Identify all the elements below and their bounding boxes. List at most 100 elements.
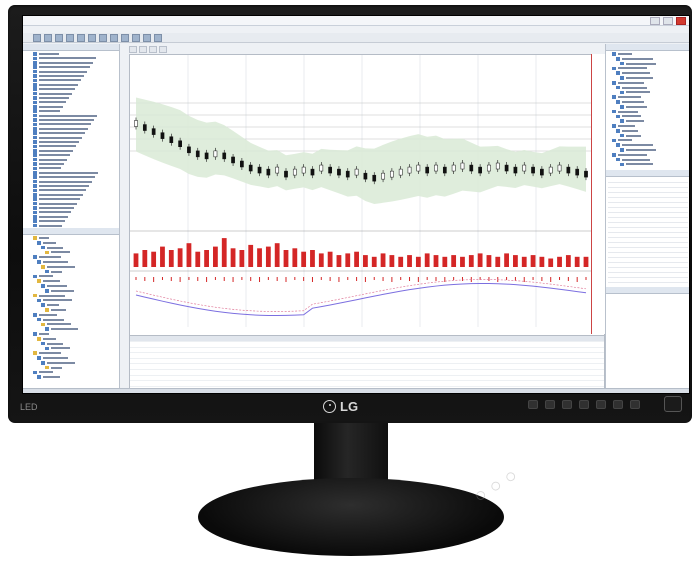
monitor-control-button[interactable] <box>579 400 589 409</box>
workspace-item[interactable] <box>620 148 656 152</box>
explorer-item[interactable] <box>45 269 62 274</box>
explorer-item[interactable] <box>37 375 60 379</box>
maximize-icon[interactable] <box>663 17 673 25</box>
workspace-item[interactable] <box>620 76 653 80</box>
table-row[interactable] <box>130 370 604 376</box>
workspace-item[interactable] <box>616 57 653 61</box>
explorer-item[interactable] <box>37 317 64 322</box>
explorer-item[interactable] <box>41 303 59 307</box>
tree-item[interactable] <box>33 74 84 78</box>
tree-item[interactable] <box>33 65 90 69</box>
minimize-icon[interactable] <box>650 17 660 25</box>
explorer-item[interactable] <box>37 279 60 283</box>
property-row[interactable] <box>608 263 688 268</box>
property-row[interactable] <box>608 183 688 188</box>
property-row[interactable] <box>608 258 688 263</box>
toolbar-button[interactable] <box>66 33 74 42</box>
tree-item[interactable] <box>33 219 65 223</box>
toolbar-button[interactable] <box>154 33 162 42</box>
explorer-item[interactable] <box>41 245 63 250</box>
workspace-item[interactable] <box>616 71 650 75</box>
explorer-item[interactable] <box>33 313 57 317</box>
toolbar-button[interactable] <box>110 33 118 42</box>
table-row[interactable] <box>130 375 604 382</box>
table-row[interactable] <box>130 381 604 387</box>
workspace-item[interactable] <box>612 138 632 143</box>
explorer-item[interactable] <box>41 284 67 288</box>
workspace-item[interactable] <box>616 85 647 90</box>
explorer-item[interactable] <box>37 337 56 341</box>
workspace-item[interactable] <box>616 100 644 104</box>
tree-item[interactable] <box>33 197 80 201</box>
workspace-item[interactable] <box>612 153 647 157</box>
workspace-item[interactable] <box>620 61 656 66</box>
tree-item[interactable] <box>33 193 83 197</box>
workspace-item[interactable] <box>620 119 644 123</box>
explorer-item[interactable] <box>45 289 74 293</box>
chart-tab[interactable] <box>149 46 157 53</box>
workspace-item[interactable] <box>620 105 647 109</box>
toolbar-button[interactable] <box>121 33 129 42</box>
tree-item[interactable] <box>33 87 75 91</box>
chart-tab[interactable] <box>139 46 147 53</box>
workspace-item[interactable] <box>612 124 635 128</box>
property-row[interactable] <box>608 193 688 198</box>
tree-item[interactable] <box>33 113 97 118</box>
workspace-item[interactable] <box>612 66 647 71</box>
property-row[interactable] <box>608 208 688 213</box>
tree-item[interactable] <box>33 52 59 56</box>
tree-item[interactable] <box>33 144 76 149</box>
toolbar-button[interactable] <box>132 33 140 42</box>
workspace-item[interactable] <box>612 95 641 99</box>
workspace-item[interactable] <box>616 143 653 147</box>
tree-item[interactable] <box>33 149 73 153</box>
explorer-item[interactable] <box>45 250 70 255</box>
chart-tab[interactable] <box>129 46 137 53</box>
explorer-item[interactable] <box>33 351 61 355</box>
property-row[interactable] <box>608 273 688 278</box>
workspace-item[interactable] <box>612 52 632 56</box>
tree-item[interactable] <box>33 135 82 140</box>
monitor-control-button[interactable] <box>613 400 623 409</box>
tree-item[interactable] <box>33 131 85 135</box>
explorer-item[interactable] <box>33 255 61 259</box>
table-row[interactable] <box>130 364 604 370</box>
tree-item[interactable] <box>33 56 96 61</box>
table-row[interactable] <box>130 347 604 354</box>
toolbar-button[interactable] <box>44 33 52 42</box>
workspace-item[interactable] <box>616 157 650 162</box>
tree-item[interactable] <box>33 153 70 157</box>
tree-item[interactable] <box>33 91 72 96</box>
monitor-control-button[interactable] <box>562 400 572 409</box>
property-row[interactable] <box>608 198 688 203</box>
property-row[interactable] <box>608 248 688 253</box>
property-row[interactable] <box>608 243 688 248</box>
table-row[interactable] <box>130 358 604 365</box>
toolbar-button[interactable] <box>33 33 41 42</box>
tree-item[interactable] <box>33 127 88 131</box>
tree-item[interactable] <box>33 184 89 188</box>
property-row[interactable] <box>608 278 688 283</box>
toolbar-button[interactable] <box>55 33 63 42</box>
workspace-item[interactable] <box>612 81 644 85</box>
property-row[interactable] <box>608 218 688 223</box>
explorer-item[interactable] <box>37 356 68 360</box>
power-button[interactable] <box>664 396 682 412</box>
property-row[interactable] <box>608 228 688 233</box>
toolbar-button[interactable] <box>88 33 96 42</box>
tree-item[interactable] <box>33 157 67 162</box>
explorer-item[interactable] <box>41 265 75 269</box>
explorer-item[interactable] <box>41 361 75 365</box>
price-chart[interactable] <box>129 54 605 336</box>
property-row[interactable] <box>608 268 688 273</box>
explorer-item[interactable] <box>33 274 53 279</box>
tree-item[interactable] <box>33 100 66 105</box>
monitor-control-button[interactable] <box>596 400 606 409</box>
toolbar-button[interactable] <box>143 33 151 42</box>
explorer-item[interactable] <box>45 346 70 351</box>
workspace-item[interactable] <box>620 162 653 167</box>
tree-item[interactable] <box>33 109 60 113</box>
tree-item[interactable] <box>33 122 91 127</box>
explorer-item[interactable] <box>37 298 72 303</box>
tree-item[interactable] <box>33 105 63 109</box>
